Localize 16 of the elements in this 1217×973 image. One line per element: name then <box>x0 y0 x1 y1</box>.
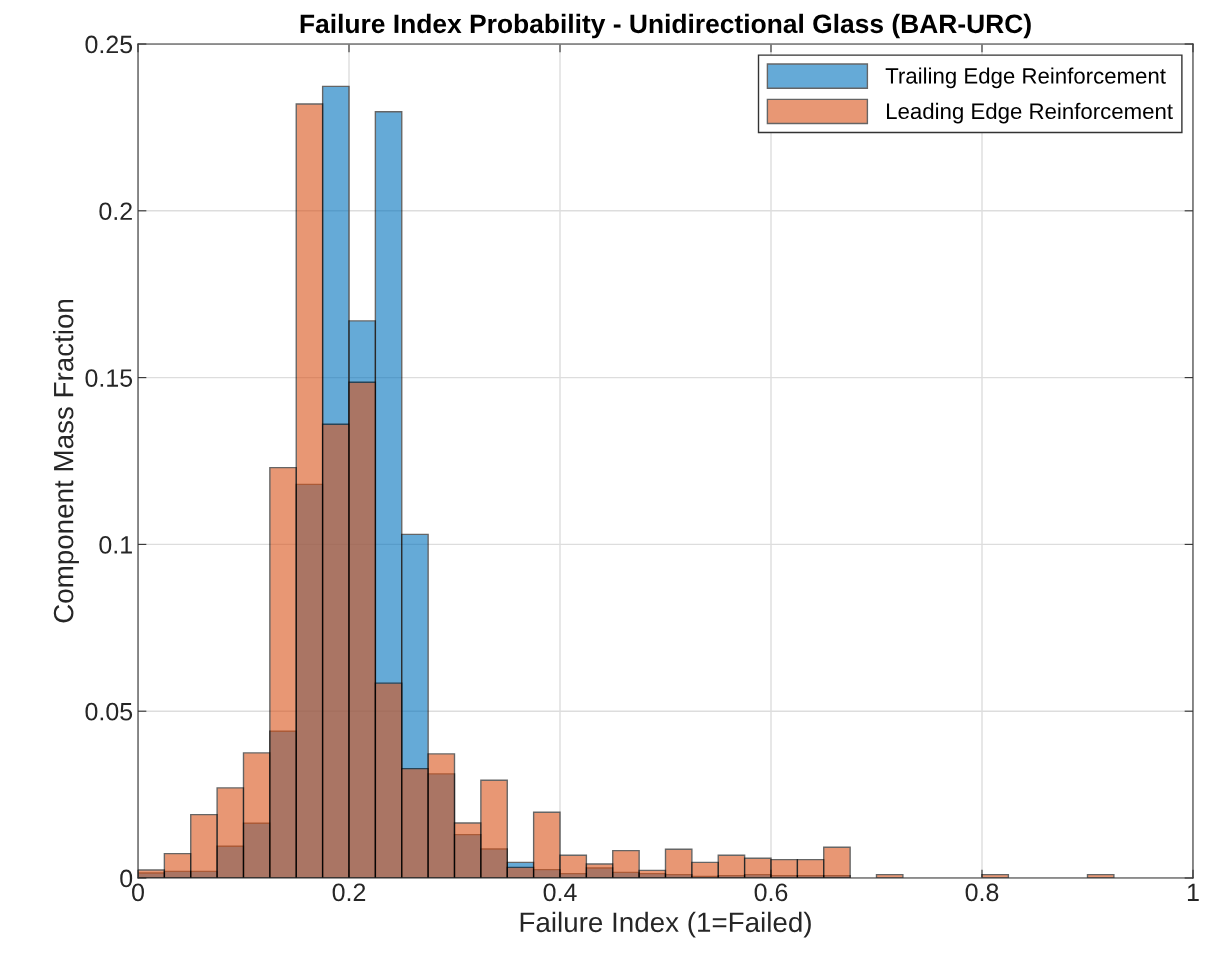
y-tick-label: 0.05 <box>85 702 133 721</box>
legend-label: Trailing Edge Reinforcement <box>885 67 1166 89</box>
x-tick-label: 0.6 <box>754 883 788 902</box>
x-tick-label: 0.2 <box>332 883 366 902</box>
x-tick-label: 0.4 <box>543 883 577 902</box>
y-tick-label: 0 <box>120 869 133 888</box>
x-tick-label: 1 <box>1187 883 1199 901</box>
y-tick-label: 0.15 <box>85 369 133 387</box>
x-axis-title: Failure Index (1=Failed) <box>520 911 811 938</box>
y-tick-label: 0.25 <box>85 35 133 54</box>
legend-label: Leading Edge Reinforcement <box>887 102 1173 124</box>
y-axis-title: Component Mass Fraction <box>53 299 79 623</box>
chart-title: Failure Index Probability - Unidirectional Glass (BAR-URC) <box>300 13 1031 39</box>
x-tick-label: 0.8 <box>965 883 999 902</box>
y-tick-label: 0.1 <box>99 536 132 554</box>
y-tick-label: 0.2 <box>99 202 132 221</box>
